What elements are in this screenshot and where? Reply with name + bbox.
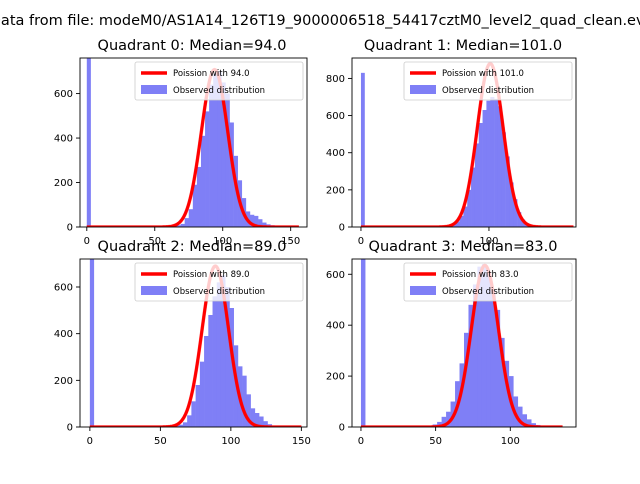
y-tick-label: 400: [326, 321, 345, 332]
histogram-bar: [213, 296, 218, 427]
histogram-bar: [217, 282, 222, 427]
histogram-bar: [486, 101, 490, 227]
x-tick-label: 150: [292, 436, 311, 447]
legend-observed-label: Observed distribution: [173, 86, 265, 96]
legend-poisson-label: Poission with 94.0: [173, 69, 250, 79]
histogram-bar-zero: [361, 73, 365, 227]
histogram-bar: [197, 167, 201, 227]
legend: Poission with 89.0 Observed distribution: [135, 263, 303, 301]
legend: Poission with 94.0 Observed distribution: [135, 62, 303, 100]
y-tick-label: 600: [326, 270, 345, 281]
histogram-bar: [201, 136, 205, 227]
y-tick-label: 800: [326, 74, 345, 85]
quadrant-1-title: Quadrant 1: Median=101.0: [364, 38, 562, 54]
histogram-bar: [204, 336, 209, 427]
quadrant-3-title: Quadrant 3: Median=83.0: [369, 239, 558, 255]
histogram-bar: [185, 218, 189, 227]
histogram-bar-zero: [90, 259, 94, 427]
y-tick-label: 0: [339, 223, 345, 234]
quadrant-2-panel: 0 50 100 150 0 200 400 600 Poission with 89.0 Obs…: [54, 239, 311, 447]
y-tick-label: 600: [54, 89, 73, 100]
x-tick-label: 0: [87, 436, 93, 447]
y-tick-label: 200: [54, 376, 73, 387]
histogram-bar: [196, 385, 201, 427]
x-tick-label: 0: [358, 236, 364, 247]
y-tick-label: 0: [67, 223, 73, 234]
histogram-bar: [181, 224, 185, 227]
legend-poisson-label: Poission with 89.0: [173, 270, 250, 280]
histogram-bar: [205, 111, 209, 227]
x-tick-label: 0: [358, 436, 364, 447]
histogram-bar-zero: [361, 259, 365, 427]
histogram-bar: [191, 401, 196, 427]
y-tick-label: 400: [326, 148, 345, 159]
legend-observed-swatch: [410, 85, 436, 94]
legend-poisson-label: Poission with 101.0: [442, 69, 524, 79]
legend-poisson-label: Poission with 83.0: [442, 270, 519, 280]
y-tick-label: 200: [326, 185, 345, 196]
figure-title: Data from file: modeM0/AS1A14_126T19_900…: [0, 13, 640, 29]
histogram-bar: [187, 415, 192, 427]
y-tick-label: 0: [339, 423, 345, 434]
histogram-bar: [483, 110, 487, 227]
legend-observed-label: Observed distribution: [442, 86, 534, 96]
legend-observed-swatch: [410, 286, 436, 295]
histogram-bar: [208, 315, 213, 427]
quadrant-0-title: Quadrant 0: Median=94.0: [98, 38, 287, 54]
histogram-bar: [189, 209, 193, 227]
x-tick-label: 50: [154, 436, 167, 447]
legend-observed-label: Observed distribution: [173, 287, 265, 297]
y-tick-label: 400: [54, 329, 73, 340]
histogram-bar: [209, 85, 213, 227]
y-tick-label: 200: [54, 178, 73, 189]
x-tick-label: 0: [84, 236, 90, 247]
x-tick-label: 100: [221, 436, 240, 447]
histogram-bar: [183, 422, 188, 427]
x-tick-label: 100: [501, 436, 520, 447]
x-tick-label: 50: [429, 436, 442, 447]
legend-observed-label: Observed distribution: [442, 287, 534, 297]
y-tick-label: 0: [67, 423, 73, 434]
histogram-bar: [494, 99, 498, 227]
histogram-bar: [200, 362, 205, 427]
legend-observed-swatch: [141, 85, 167, 94]
histogram-bar: [479, 123, 483, 227]
y-tick-label: 400: [54, 134, 73, 145]
y-tick-label: 600: [326, 111, 345, 122]
quadrant-2-title: Quadrant 2: Median=89.0: [98, 239, 287, 255]
y-tick-label: 600: [54, 283, 73, 294]
legend: Poission with 83.0 Observed distribution: [404, 263, 572, 301]
y-tick-label: 200: [326, 372, 345, 383]
quadrant-3-panel: 0 50 100 0 200 400 600 Poission with 83.0 Observ…: [326, 239, 576, 447]
histogram-bar-zero: [87, 58, 91, 227]
histogram-bar: [490, 97, 494, 227]
legend-observed-swatch: [141, 286, 167, 295]
histogram-bar: [475, 143, 479, 227]
legend: Poission with 101.0 Observed distribution: [404, 62, 572, 100]
